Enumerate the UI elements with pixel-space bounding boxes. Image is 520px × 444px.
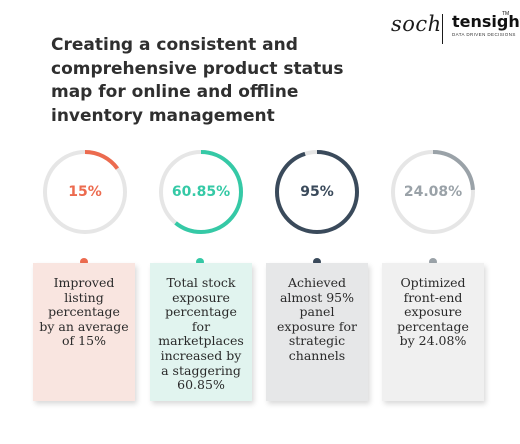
metric-card-4: Optimized front-end exposure percentage … <box>382 263 484 401</box>
metric-dot-1 <box>80 258 88 266</box>
logo-divider <box>442 14 443 44</box>
metric-dot-4 <box>429 258 437 266</box>
tensight-logo: tensight <box>452 12 520 31</box>
metric-value: 15% <box>68 184 102 200</box>
metric-ring-1: 15% <box>42 149 128 235</box>
metric-ring-2: 60.85% <box>158 149 244 235</box>
page-title: Creating a consistent and comprehensive … <box>51 35 344 126</box>
metric-description: Optimized front-end exposure percentage … <box>397 275 469 349</box>
soch-logo: soch <box>391 12 442 36</box>
metric-value: 60.85% <box>171 184 231 200</box>
metric-dot-2 <box>196 258 204 266</box>
metric-value: 24.08% <box>403 184 463 200</box>
trademark-mark: TM <box>502 11 510 17</box>
metric-dot-3 <box>313 258 321 266</box>
metric-description: Total stock exposure percentage for mark… <box>158 275 244 393</box>
metric-value: 95% <box>300 184 334 200</box>
metric-card-1: Improved listing percentage by an averag… <box>33 263 135 401</box>
metric-ring-3: 95% <box>274 149 360 235</box>
metric-ring-4: 24.08% <box>390 149 476 235</box>
metric-description: Achieved almost 95% panel exposure for s… <box>277 275 357 363</box>
metric-card-3: Achieved almost 95% panel exposure for s… <box>266 263 368 401</box>
logo-tagline: DATA DRIVEN DECISIONS <box>452 32 516 37</box>
metric-card-2: Total stock exposure percentage for mark… <box>150 263 252 401</box>
metric-description: Improved listing percentage by an averag… <box>39 275 129 349</box>
